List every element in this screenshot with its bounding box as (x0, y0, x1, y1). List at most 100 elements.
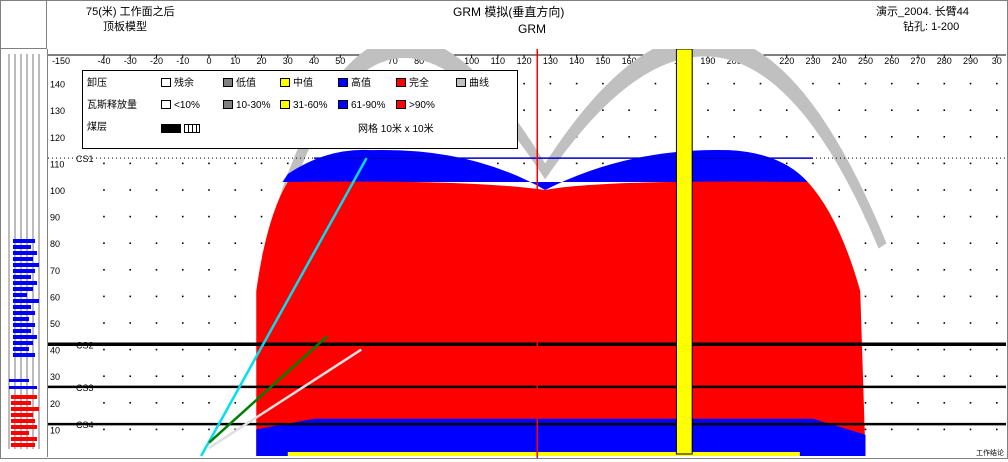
strip-blue-segment (13, 287, 33, 291)
x-tick-label: 30 (283, 56, 293, 66)
strip-blue-segment (13, 341, 33, 345)
seam-label: CS4 (76, 420, 94, 430)
x-tick-label: 190 (700, 56, 715, 66)
strip-red-segment (11, 443, 35, 447)
legend-item-row1-5: 曲线 (456, 77, 489, 91)
legend-row-seam: 煤层 (87, 121, 107, 135)
strip-blue-segment (13, 257, 33, 261)
x-tick-label: 150 (595, 56, 610, 66)
y-tick-label: 40 (50, 346, 60, 356)
legend-row3-label: 煤层 (87, 122, 107, 133)
strip-red-segment (11, 395, 37, 399)
x-tick-label: -40 (97, 56, 110, 66)
grm-simulation-diagram: -150 -40 -30 -20 -10 0 10 20 30 40 50 60 70 80 90 100 11… (48, 49, 1006, 458)
x-tick-label: -20 (150, 56, 163, 66)
legend-item-label: 61-90% (351, 100, 386, 111)
legend-item-label: 31-60% (293, 100, 328, 111)
y-tick-label: 20 (50, 399, 60, 409)
seam-symbol (161, 123, 200, 137)
legend-swatch (223, 78, 233, 87)
y-tick-label: 10 (50, 425, 60, 435)
strip-blue-segment (13, 245, 31, 249)
legend-item-label: 10-30% (236, 100, 271, 111)
x-tick-label: 160 (622, 56, 637, 66)
legend-row-gas: 瓦斯释放量 (87, 99, 137, 113)
x-tick-label: -150 (52, 56, 70, 66)
borehole-strip-graphic (8, 54, 40, 449)
legend-row1-label: 卸压 (87, 78, 107, 89)
x-tick-label: 230 (805, 56, 820, 66)
legend-row2-label: 瓦斯释放量 (87, 100, 137, 111)
legend-swatch (338, 78, 348, 87)
grid-note: 网格 10米 x 10米 (358, 124, 434, 135)
legend-item-row1-3: 高值 (338, 77, 371, 91)
legend-item-label: 中值 (293, 78, 313, 89)
x-tick-label: 110 (491, 56, 505, 66)
x-tick-label: 260 (884, 56, 899, 66)
strip-blue-segment (9, 386, 37, 389)
legend-item-row1-2: 中值 (280, 77, 313, 91)
strip-blue-segment (13, 281, 37, 285)
strip-blue-segment (13, 275, 31, 279)
seam-label: CS1 (76, 154, 94, 164)
x-tick-label: 20 (257, 56, 267, 66)
strip-red-segment (11, 431, 29, 435)
gray-incline-line (208, 348, 362, 450)
sidebar-header-cell (1, 1, 47, 49)
header-right-line2: 钻孔: 1-200 (903, 21, 960, 33)
strip-blue-segment (13, 329, 31, 333)
x-tick-label: 80 (414, 56, 424, 66)
legend-item-label: >90% (409, 100, 435, 111)
strip-red-segment (11, 413, 33, 417)
green-incline-line (208, 335, 329, 444)
strip-blue-segment (13, 263, 39, 267)
y-tick-label: 60 (50, 292, 60, 302)
legend-item-label: 曲线 (469, 78, 489, 89)
header-left-line2: 顶板模型 (103, 21, 147, 33)
strip-blue-segment (13, 335, 37, 339)
x-tick-label: 280 (937, 56, 952, 66)
x-tick-label: 130 (543, 56, 558, 66)
legend-item-row1-1: 低值 (223, 77, 256, 91)
strip-blue-segment (13, 269, 35, 273)
y-tick-label: 80 (50, 239, 60, 249)
legend-item-label: 低值 (236, 78, 256, 89)
x-tick-label: 220 (779, 56, 794, 66)
legend-item-label: 残余 (174, 78, 194, 89)
x-tick-label: 70 (388, 56, 398, 66)
legend-swatch (280, 100, 290, 109)
legend-item-label: 高值 (351, 78, 371, 89)
legend-item-row2-4: >90% (396, 99, 435, 113)
legend-item-row1-4: 完全 (396, 77, 429, 91)
seam-hatched-swatch (183, 124, 200, 133)
y-tick-label: 30 (50, 372, 60, 382)
y-tick-label: 50 (50, 319, 60, 329)
strip-blue-segment (13, 239, 35, 243)
borehole-strip (3, 49, 48, 457)
corner-label: 工作结论 (976, 450, 1004, 457)
cyan-incline-line (200, 157, 368, 457)
y-tick-label: 90 (50, 213, 60, 223)
legend-swatch (456, 78, 466, 87)
y-tick-label: 120 (50, 133, 65, 143)
y-tick-label: 100 (50, 186, 65, 196)
legend-swatch (338, 100, 348, 109)
strip-blue-segment (13, 353, 35, 357)
strip-red-segment (11, 401, 31, 405)
legend-swatch (396, 78, 406, 87)
y-tick-label: 130 (50, 106, 65, 116)
strip-blue-segment (13, 323, 35, 327)
header-right-line1: 演示_2004. 长臂44 (876, 6, 969, 18)
legend-swatch (396, 100, 406, 109)
x-tick-label: 40 (309, 56, 319, 66)
seam-label: CS3 (76, 383, 94, 393)
strip-blue-segment (9, 379, 29, 382)
x-tick-label: 250 (858, 56, 873, 66)
lower-blue-band (256, 418, 866, 456)
legend-swatch (161, 78, 171, 87)
header-center-line2: GRM (518, 22, 546, 36)
legend-item-label: <10% (174, 100, 200, 111)
strip-blue-segment (13, 299, 39, 303)
header-left-line1: 75(米) 工作面之后 (86, 6, 175, 18)
x-tick-label: 100 (464, 56, 479, 66)
